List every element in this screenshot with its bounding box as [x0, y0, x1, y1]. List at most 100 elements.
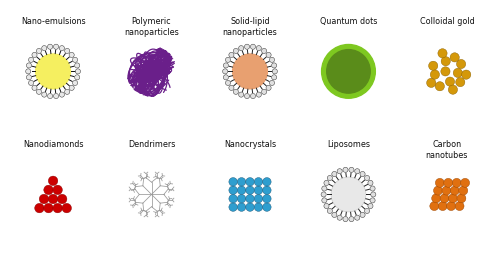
Circle shape [459, 186, 468, 195]
Circle shape [343, 167, 348, 172]
Circle shape [246, 195, 254, 203]
Circle shape [324, 180, 329, 186]
Circle shape [322, 198, 327, 203]
Circle shape [69, 52, 74, 58]
Circle shape [364, 175, 370, 180]
Text: Polymeric
nanoparticles: Polymeric nanoparticles [124, 17, 179, 37]
Circle shape [364, 208, 370, 214]
Circle shape [428, 61, 438, 70]
Circle shape [450, 186, 460, 195]
Circle shape [332, 172, 337, 177]
Text: Carbon
nanotubes: Carbon nanotubes [426, 140, 468, 160]
Circle shape [256, 92, 262, 97]
Circle shape [53, 203, 62, 213]
Circle shape [457, 194, 466, 203]
Circle shape [450, 53, 460, 62]
Circle shape [244, 93, 250, 99]
Circle shape [246, 203, 254, 211]
Circle shape [254, 195, 262, 203]
Circle shape [328, 208, 332, 214]
Circle shape [250, 44, 256, 49]
Circle shape [441, 67, 450, 76]
Circle shape [438, 202, 447, 211]
Text: Colloidal gold: Colloidal gold [420, 17, 474, 26]
Circle shape [238, 46, 244, 51]
Circle shape [250, 93, 256, 99]
Circle shape [60, 92, 64, 97]
Circle shape [238, 186, 246, 195]
Circle shape [28, 57, 34, 62]
Circle shape [36, 54, 70, 89]
Circle shape [238, 195, 246, 203]
Circle shape [36, 89, 42, 94]
Circle shape [368, 204, 373, 209]
Circle shape [262, 178, 271, 186]
Circle shape [229, 178, 237, 186]
Circle shape [232, 54, 268, 89]
Circle shape [76, 69, 80, 74]
Circle shape [48, 194, 58, 204]
Circle shape [448, 194, 458, 203]
Circle shape [48, 176, 58, 186]
Circle shape [62, 203, 72, 213]
Circle shape [337, 169, 342, 174]
Circle shape [434, 186, 442, 195]
Circle shape [238, 92, 244, 97]
Circle shape [229, 195, 237, 203]
Circle shape [60, 46, 64, 51]
Circle shape [262, 195, 271, 203]
Circle shape [430, 202, 439, 211]
Circle shape [328, 175, 332, 180]
Circle shape [321, 192, 326, 197]
Circle shape [238, 178, 246, 186]
Circle shape [74, 63, 80, 68]
Circle shape [36, 48, 42, 54]
Circle shape [229, 85, 234, 90]
Circle shape [28, 80, 34, 86]
Text: Dendrimers: Dendrimers [128, 140, 175, 149]
Circle shape [462, 70, 471, 79]
Circle shape [435, 82, 444, 91]
Circle shape [39, 194, 48, 204]
Circle shape [229, 52, 234, 58]
Circle shape [262, 89, 266, 94]
Circle shape [32, 85, 37, 90]
Circle shape [72, 57, 78, 62]
Text: Solid-lipid
nanoparticles: Solid-lipid nanoparticles [222, 17, 278, 37]
Circle shape [343, 217, 348, 222]
Circle shape [322, 186, 327, 191]
Circle shape [438, 49, 447, 58]
Circle shape [229, 186, 237, 195]
Circle shape [272, 69, 278, 74]
Circle shape [349, 217, 354, 222]
Circle shape [455, 202, 464, 211]
Circle shape [322, 45, 376, 98]
Circle shape [324, 204, 329, 209]
Circle shape [262, 186, 271, 195]
Circle shape [440, 194, 449, 203]
Circle shape [436, 178, 444, 187]
Circle shape [42, 92, 47, 97]
Circle shape [72, 80, 78, 86]
Circle shape [69, 85, 74, 90]
Circle shape [441, 57, 450, 66]
Circle shape [54, 93, 59, 99]
Circle shape [360, 212, 365, 217]
Circle shape [453, 68, 462, 78]
Circle shape [254, 203, 262, 211]
Circle shape [360, 172, 365, 177]
Text: Liposomes: Liposomes [327, 140, 370, 149]
Circle shape [456, 78, 465, 87]
Circle shape [256, 46, 262, 51]
Circle shape [234, 48, 238, 54]
Circle shape [331, 177, 366, 212]
Circle shape [64, 89, 70, 94]
Circle shape [224, 63, 228, 68]
Circle shape [26, 69, 31, 74]
Circle shape [34, 203, 44, 213]
Circle shape [48, 93, 52, 99]
Text: Nanodiamonds: Nanodiamonds [23, 140, 84, 149]
Circle shape [254, 178, 262, 186]
Circle shape [270, 57, 274, 62]
Circle shape [349, 167, 354, 172]
